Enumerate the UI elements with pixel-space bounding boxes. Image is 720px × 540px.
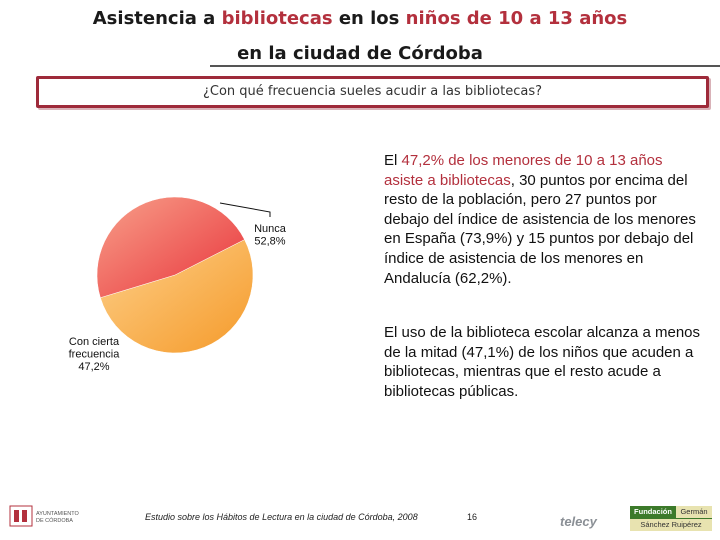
title-part: Asistencia a — [92, 8, 222, 29]
title-part: en los — [332, 8, 406, 29]
fundacion-label: Fundación — [630, 506, 676, 518]
study-title: Estudio sobre los Hábitos de Lectura en … — [145, 512, 393, 522]
fundacion-logo: Fundación Germán Sánchez Ruipérez — [630, 506, 712, 531]
title-highlight-bibliotecas: bibliotecas — [221, 8, 333, 29]
p1-text: El — [384, 152, 402, 169]
logo-left-line2: DE CÓRDOBA — [36, 517, 73, 524]
p1-highlight: 47,2% de los menores de 10 a 13 años asi… — [384, 152, 663, 189]
study-year: , 2008 — [392, 512, 418, 522]
paragraph-2: El uso de la biblioteca escolar alcanza … — [384, 324, 701, 400]
pie-slices — [96, 196, 254, 354]
fundacion-name2: Sánchez Ruipérez — [630, 518, 712, 531]
pie-slice-con-cierta-frecuencia — [96, 196, 245, 299]
pie-label-nunca: Nunca 52,8% — [254, 223, 287, 248]
title-highlight-ninos: niños de 10 a 13 años — [405, 8, 628, 29]
title-underline — [210, 65, 720, 67]
paragraph-1: El 47,2% de los menores de 10 a 13 años … — [384, 151, 704, 288]
page-title-line1: Asistencia a bibliotecas en los niños de… — [0, 8, 720, 29]
question-text: ¿Con qué frecuencia sueles acudir a las … — [202, 84, 542, 99]
logo-left-line1: AYUNTAMIENTO — [36, 511, 80, 517]
fundacion-name1: Germán — [676, 506, 712, 518]
pie-labels: Nunca 52,8% Con cierta frecuencia 47,2% — [69, 202, 287, 373]
ayuntamiento-logo: AYUNTAMIENTO DE CÓRDOBA — [6, 500, 86, 530]
page-number: 16 — [467, 512, 478, 522]
pie-slice-nunca — [100, 239, 254, 354]
telecy-logo: telecy — [560, 514, 597, 529]
question-box: ¿Con qué frecuencia sueles acudir a las … — [36, 76, 709, 108]
pie-chart: Nunca 52,8% Con cierta frecuencia 47,2% — [69, 196, 287, 373]
city-crest-icon: AYUNTAMIENTO DE CÓRDOBA — [9, 505, 80, 527]
p1-text: , 30 puntos por encima del resto de la p… — [384, 171, 696, 287]
pie-label-con-cierta-frecuencia: Con cierta frecuencia 47,2% — [69, 336, 121, 373]
footer-study-title: Estudio sobre los Hábitos de Lectura en … — [145, 512, 418, 522]
leader-line-nunca — [219, 202, 271, 217]
page-title-line2: en la ciudad de Córdoba — [237, 43, 483, 64]
